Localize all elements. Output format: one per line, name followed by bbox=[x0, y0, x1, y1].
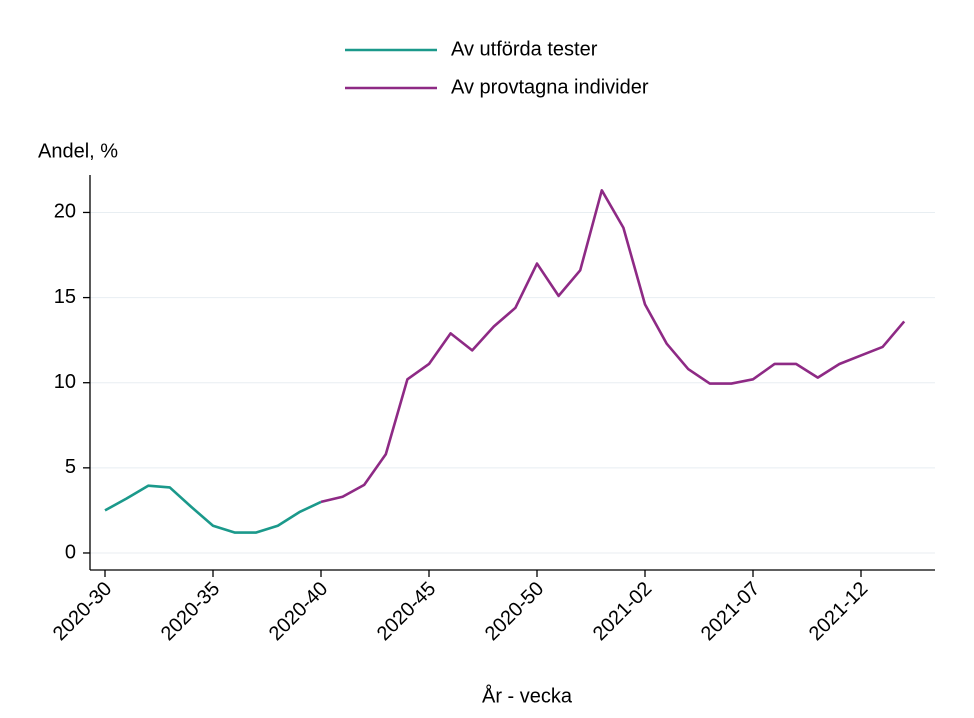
x-tick-label: 2020-40 bbox=[265, 578, 332, 645]
data-line bbox=[320, 189, 906, 504]
y-tick-label: 15 bbox=[54, 286, 76, 308]
x-tick-label: 2020-50 bbox=[481, 578, 548, 645]
legend-label: Av utförda tester bbox=[451, 38, 598, 60]
x-tick-label: 2021-12 bbox=[805, 578, 872, 645]
x-axis-label: År - vecka bbox=[482, 684, 573, 707]
y-axis-label: Andel, % bbox=[38, 140, 118, 162]
y-tick-label: 20 bbox=[54, 201, 76, 223]
data-line bbox=[104, 484, 322, 534]
x-tick-label: 2020-30 bbox=[49, 578, 116, 645]
y-tick-label: 5 bbox=[65, 456, 76, 478]
x-tick-label: 2020-45 bbox=[373, 578, 440, 645]
y-tick-label: 10 bbox=[54, 371, 76, 393]
x-tick-label: 2020-35 bbox=[157, 578, 224, 645]
x-tick-label: 2021-07 bbox=[697, 578, 764, 645]
y-tick-label: 0 bbox=[65, 541, 76, 563]
legend-label: Av provtagna individer bbox=[451, 76, 649, 98]
x-tick-label: 2021-02 bbox=[589, 578, 656, 645]
